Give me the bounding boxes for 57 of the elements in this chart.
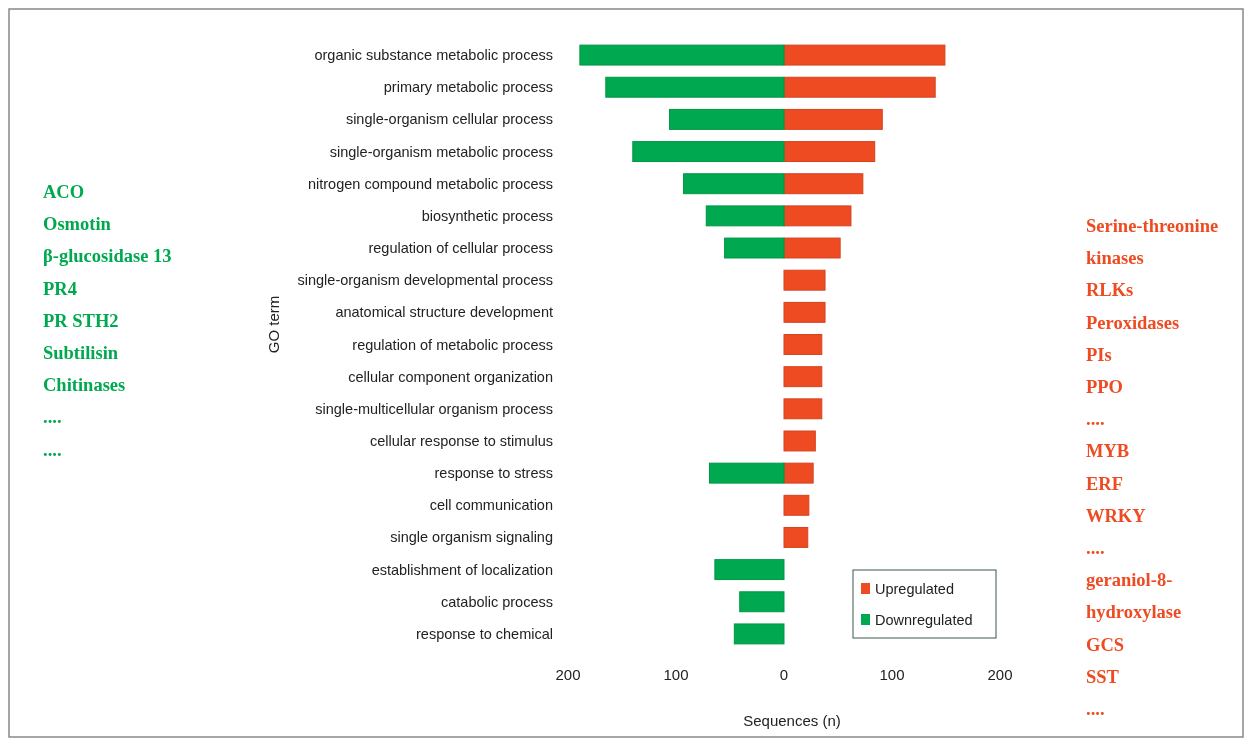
bar xyxy=(783,108,883,130)
y-tick-label: cellular component organization xyxy=(348,368,553,385)
y-tick-label: response to stress xyxy=(434,465,553,482)
bar xyxy=(783,462,814,484)
y-tick-label: cell communication xyxy=(429,497,553,514)
bar xyxy=(579,44,785,66)
text: Serine-threonine kinases RLKs Peroxidases PIs PPO .... MYB ERF WRKY .... geraniol-8- hydroxylase GCS SST .... xyxy=(1086,216,1219,719)
y-tick-label: single-multicellular organism process xyxy=(315,400,553,417)
text: ACO Osmotin β-glucosidase 13 PR4 PR STH2 Subtilisin Chitinases .... .... xyxy=(43,182,172,460)
y-axis-title: GO term xyxy=(264,295,282,354)
bar xyxy=(739,591,785,613)
y-tick-label: cellular response to stimulus xyxy=(370,432,553,449)
bar xyxy=(733,623,785,645)
legend-label: Upregulated xyxy=(875,581,954,597)
y-tick-label: single-organism developmental process xyxy=(297,272,553,289)
y-tick-label: nitrogen compound metabolic process xyxy=(307,175,553,192)
bar xyxy=(783,205,852,227)
x-tick-label: 100 xyxy=(879,666,905,683)
bar xyxy=(783,366,823,388)
y-tick-label: anatomical structure development xyxy=(335,304,553,321)
bar xyxy=(783,398,823,420)
y-tick-label: single-organism metabolic process xyxy=(329,143,553,160)
bar xyxy=(783,76,936,98)
bar xyxy=(705,205,785,227)
y-tick-label: single organism signaling xyxy=(390,529,553,546)
bar xyxy=(708,462,785,484)
x-axis-title: Sequences (n) xyxy=(743,712,841,729)
bar xyxy=(669,108,785,130)
y-tick-label: organic substance metabolic process xyxy=(314,47,553,64)
bar xyxy=(783,237,841,259)
bar xyxy=(783,269,826,291)
bar xyxy=(783,141,876,163)
x-tick-label: 200 xyxy=(555,666,581,683)
y-tick-label: regulation of cellular process xyxy=(368,240,553,257)
y-tick-label: response to chemical xyxy=(415,625,553,642)
bar xyxy=(783,430,816,452)
bar xyxy=(632,141,785,163)
bar xyxy=(783,301,826,323)
x-tick-label: 0 xyxy=(779,666,789,683)
y-tick-label: catabolic process xyxy=(440,593,553,610)
bar xyxy=(783,173,864,195)
bar xyxy=(783,494,810,516)
y-tick-label: single-organism cellular process xyxy=(345,111,553,128)
x-tick-label: 200 xyxy=(987,666,1013,683)
x-tick-label: 100 xyxy=(663,666,689,683)
y-tick-label: establishment of localization xyxy=(371,561,553,578)
bar xyxy=(783,334,823,355)
bar xyxy=(724,237,785,259)
bar xyxy=(605,76,785,98)
y-tick-label: regulation of metabolic process xyxy=(352,336,553,353)
bar xyxy=(714,559,785,581)
bar xyxy=(783,44,946,66)
legend-label: Downregulated xyxy=(875,612,973,628)
y-tick-label: biosynthetic process xyxy=(421,207,553,224)
bar xyxy=(683,173,785,195)
bar xyxy=(783,526,809,548)
y-tick-label: primary metabolic process xyxy=(383,79,553,96)
